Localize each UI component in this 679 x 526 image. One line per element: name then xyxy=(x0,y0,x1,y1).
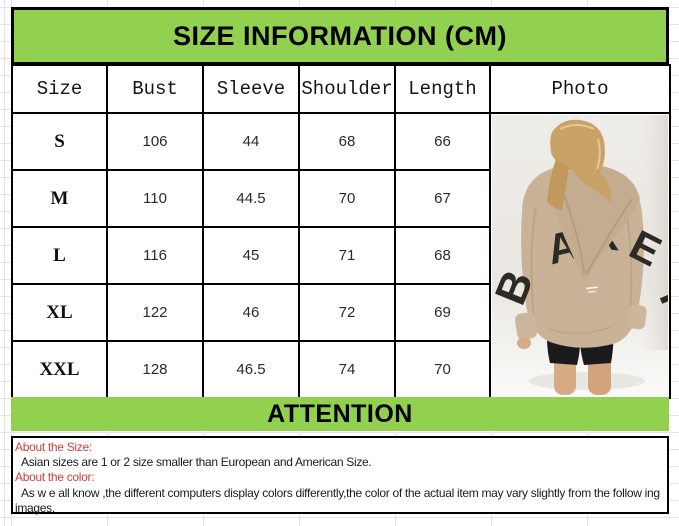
length-cell: 66 xyxy=(394,112,491,171)
col-header-sleeve: Sleeve xyxy=(202,64,300,114)
bust-cell: 116 xyxy=(106,226,204,285)
hair-highlights xyxy=(559,124,601,170)
table-row-s: S 106 44 68 66 xyxy=(11,112,671,399)
shoulder-cell: 72 xyxy=(298,283,396,342)
shoulder-cell: 74 xyxy=(298,340,396,399)
product-photo-cell: B A K E Y xyxy=(489,112,671,399)
col-header-shoulder: Shoulder xyxy=(298,64,396,114)
col-header-length: Length xyxy=(394,64,491,114)
bust-cell: 110 xyxy=(106,169,204,228)
bust-cell: 122 xyxy=(106,283,204,342)
size-cell: XXL xyxy=(11,340,108,399)
small-print-line1 xyxy=(585,286,599,290)
attention-header: ATTENTION xyxy=(11,397,669,431)
shoulder-cell: 68 xyxy=(298,112,396,171)
size-table-header-row: Size Bust Sleeve Shoulder Length Photo xyxy=(11,64,671,114)
about-color-text: As w e all know ,the different computers… xyxy=(15,485,660,515)
left-cuff xyxy=(515,312,537,340)
size-cell: S xyxy=(11,112,108,171)
shoulder-cell: 71 xyxy=(298,226,396,285)
bust-cell: 128 xyxy=(106,340,204,399)
hoodie-photo-illustration: B A K E Y xyxy=(492,115,668,396)
size-cell: M xyxy=(11,169,108,228)
floor-shadow xyxy=(529,372,645,390)
sleeve-cell: 44.5 xyxy=(202,169,300,228)
size-cell: L xyxy=(11,226,108,285)
hood xyxy=(550,164,640,281)
length-cell: 67 xyxy=(394,169,491,228)
table-row-m: M 110 44.5 70 67 xyxy=(11,169,670,228)
sleeve-cell: 45 xyxy=(202,226,300,285)
left-sleeve-crease xyxy=(530,206,537,320)
length-cell: 69 xyxy=(394,283,491,342)
col-header-photo: Photo xyxy=(489,64,671,114)
shoulder-cell: 70 xyxy=(298,169,396,228)
table-row-xl: XL 122 46 72 69 xyxy=(11,283,670,342)
attention-title: ATTENTION xyxy=(267,399,413,428)
length-cell: 70 xyxy=(394,340,491,399)
left-hand xyxy=(517,337,531,349)
about-size-text: Asian sizes are 1 or 2 size smaller than… xyxy=(21,455,372,470)
hood-crease-right xyxy=(585,198,633,276)
about-color-heading: About the color: xyxy=(15,470,95,485)
length-cell: 68 xyxy=(394,226,491,285)
bust-cell: 106 xyxy=(106,112,204,171)
hem-wrinkle xyxy=(549,326,611,335)
notes-box: About the Size: Asian sizes are 1 or 2 s… xyxy=(11,436,669,515)
product-photo: B A K E Y xyxy=(492,115,668,396)
small-print-line2 xyxy=(587,290,597,293)
about-size-heading: About the Size: xyxy=(15,440,92,454)
hair xyxy=(550,119,612,203)
col-header-size: Size xyxy=(11,64,108,114)
sleeve-cell: 46 xyxy=(202,283,300,342)
size-table: Size Bust Sleeve Shoulder Length Photo S… xyxy=(11,64,671,399)
size-information-header: SIZE INFORMATION (CM) xyxy=(11,7,669,65)
sleeve-cell: 44 xyxy=(202,112,300,171)
col-header-bust: Bust xyxy=(106,64,204,114)
size-information-title: SIZE INFORMATION (CM) xyxy=(173,20,507,51)
table-row-l: L 116 45 71 68 xyxy=(11,226,670,285)
sleeve-cell: 46.5 xyxy=(202,340,300,399)
hair-strand-front xyxy=(547,159,569,210)
right-cuff xyxy=(627,304,647,330)
right-sleeve-crease xyxy=(625,210,633,316)
size-cell: XL xyxy=(11,283,108,342)
